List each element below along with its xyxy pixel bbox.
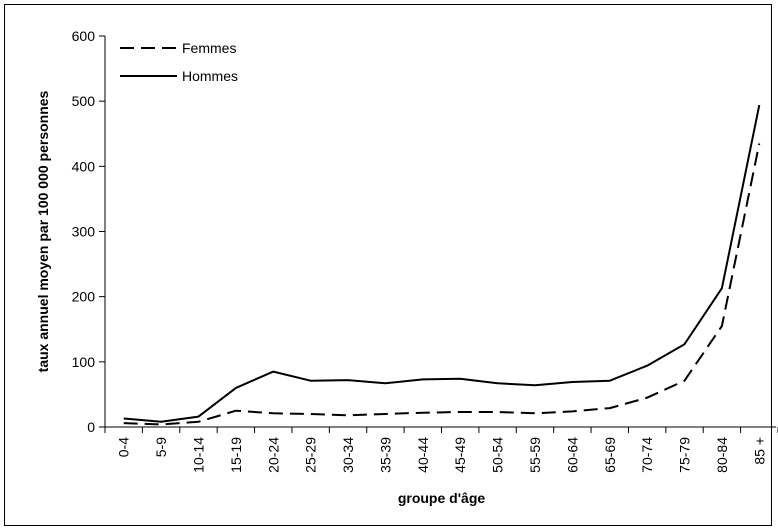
y-tick-label: 200 bbox=[72, 289, 96, 305]
legend-label-hommes: Hommes bbox=[182, 68, 238, 84]
x-tick-label: 30-34 bbox=[340, 437, 356, 473]
x-tick-label: 55-59 bbox=[527, 437, 543, 473]
x-tick-label: 5-9 bbox=[153, 437, 169, 457]
x-axis-title: groupe d'âge bbox=[398, 490, 486, 506]
chart-axes: 0 100 200 300 400 500 600 0-4 5-9 10-14 15-19 20-24… bbox=[72, 28, 778, 473]
x-tick-label: 35-39 bbox=[377, 437, 393, 473]
x-tick-label: 15-19 bbox=[228, 437, 244, 473]
x-tick-label: 45-49 bbox=[452, 437, 468, 473]
y-tick-label: 100 bbox=[72, 354, 96, 370]
y-tick-label: 0 bbox=[87, 419, 95, 435]
series-line-femmes bbox=[123, 143, 761, 426]
chart-legend: Femmes Hommes bbox=[120, 40, 238, 84]
x-tick-label: 85 + bbox=[751, 437, 767, 465]
legend-label-femmes: Femmes bbox=[182, 40, 236, 56]
chart-frame bbox=[4, 4, 772, 526]
y-tick-label: 500 bbox=[72, 93, 96, 109]
x-tick-label: 0-4 bbox=[116, 437, 132, 457]
x-tick-label: 40-44 bbox=[415, 437, 431, 473]
x-tick-label: 25-29 bbox=[303, 437, 319, 473]
x-tick-label: 20-24 bbox=[265, 437, 281, 473]
x-tick-label: 75-79 bbox=[677, 437, 693, 473]
y-tick-label: 300 bbox=[72, 224, 96, 240]
x-tick-label: 65-69 bbox=[602, 437, 618, 473]
y-tick-label: 600 bbox=[72, 28, 96, 44]
x-tick-label: 60-64 bbox=[564, 437, 580, 473]
series-line-hommes bbox=[123, 104, 761, 423]
x-tick-label: 10-14 bbox=[190, 437, 206, 473]
series-layer bbox=[123, 104, 761, 426]
y-axis-title: taux annuel moyen par 100 000 personnes bbox=[35, 90, 51, 372]
x-tick-label: 80-84 bbox=[714, 437, 730, 473]
x-tick-label: 50-54 bbox=[490, 437, 506, 473]
x-tick-label: 70-74 bbox=[639, 437, 655, 473]
y-tick-label: 400 bbox=[72, 158, 96, 174]
